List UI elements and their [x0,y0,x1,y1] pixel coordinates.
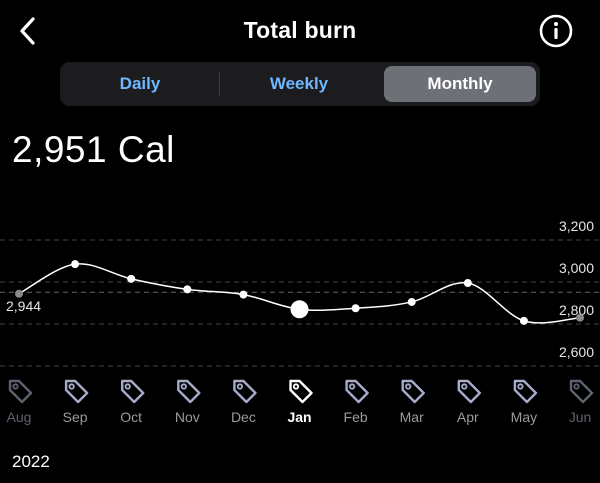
back-button[interactable] [14,14,44,48]
tag-icon[interactable] [457,379,481,404]
data-point[interactable] [290,300,309,319]
tag-icon[interactable] [64,379,89,404]
data-point[interactable] [351,304,360,313]
x-tick-label: Sep [63,409,88,425]
y-tick-label: 2,600 [559,344,594,360]
x-tick-label: Mar [400,409,424,425]
x-tick-label: Jun [569,409,592,425]
x-tick-label: May [511,409,537,425]
header: Total burn [0,0,600,62]
y-tick-label: 3,200 [559,218,594,234]
tab-monthly[interactable]: Monthly [384,66,536,102]
x-tick-label: Apr [457,409,479,425]
tag-icon[interactable] [345,379,369,404]
data-point[interactable] [127,274,136,283]
info-circle-icon [539,14,573,48]
tag-icon[interactable] [177,379,201,404]
x-tick-label: Nov [175,409,200,425]
data-label: 2,944 [6,298,41,314]
data-point[interactable] [71,260,80,269]
tag-icon[interactable] [569,379,594,404]
data-point[interactable] [183,285,192,294]
x-tick-label: Dec [231,409,256,425]
data-point[interactable] [15,289,23,298]
tab-weekly[interactable]: Weekly [269,74,329,93]
tag-icon[interactable] [233,379,257,404]
tag-icon[interactable] [513,379,538,404]
data-point[interactable] [407,297,416,306]
y-tick-label: 2,800 [559,302,594,318]
tag-icon[interactable] [401,379,425,404]
tab-daily[interactable]: Daily [119,74,161,93]
x-tick-label: Jan [287,409,311,425]
x-tick-label: Oct [120,409,142,425]
info-button[interactable] [538,13,574,49]
data-point[interactable] [463,279,472,288]
tab-divider [219,72,220,96]
monthly-burn-chart: 3,200 3,000 2,800 2,600 Aug Sep Oct Nov Dec Jan Fe… [0,218,600,425]
data-point[interactable] [519,316,528,325]
data-point[interactable] [576,313,584,322]
tag-icon[interactable] [8,379,33,404]
data-point[interactable] [239,290,248,299]
x-tick-label: Feb [344,409,368,425]
year-label: 2022 [12,452,50,471]
x-tick-label: Aug [7,409,32,425]
tag-icon[interactable] [289,379,313,404]
chevron-left-icon [20,17,35,45]
page-title: Total burn [243,17,357,43]
total-burn-value: 2,951 Cal [12,129,175,170]
y-tick-label: 3,000 [559,260,594,276]
period-segmented-control: Daily Weekly Monthly [60,62,540,106]
tag-icon[interactable] [120,379,145,404]
